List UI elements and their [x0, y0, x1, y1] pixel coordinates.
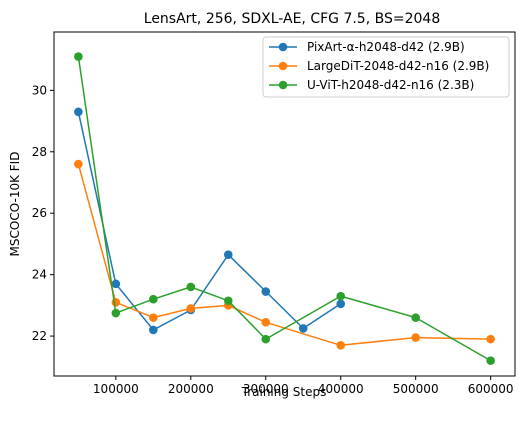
plot-area-frame	[53, 31, 516, 377]
y-tick-label: 24	[32, 268, 47, 282]
data-point	[186, 304, 196, 313]
data-point	[74, 107, 83, 117]
data-point	[149, 325, 158, 335]
y-tick-label: 22	[32, 329, 47, 343]
series-line	[77, 111, 342, 331]
series-group	[74, 159, 495, 350]
data-point	[186, 282, 196, 292]
data-point	[111, 279, 121, 289]
x-tick-label: 100000	[93, 382, 139, 396]
y-axis-label: MSCOCO-10K FID	[8, 152, 22, 257]
legend: PixArt-α-h2048-d42 (2.9B) LargeDiT-2048-d…	[262, 36, 510, 98]
y-tick-label: 26	[32, 206, 47, 220]
data-point	[261, 287, 271, 296]
x-tick-label: 600000	[468, 382, 514, 396]
data-point	[336, 340, 346, 350]
x-tick-label: 300000	[243, 382, 289, 396]
data-point	[411, 333, 420, 342]
legend-marker	[278, 80, 288, 90]
chart-title: LensArt, 256, SDXL-AE, CFG 7.5, BS=2048	[144, 11, 440, 27]
x-axis-ticks: 100000 200000 300000 400000 500000 600000	[93, 376, 514, 396]
data-point	[111, 297, 121, 307]
legend-label: LargeDiT-2048-d42-n16 (2.9B)	[307, 59, 489, 73]
data-point	[261, 317, 271, 327]
y-tick-label: 30	[32, 83, 47, 97]
y-axis-ticks: 22 24 26 28 30	[32, 83, 54, 343]
data-point	[223, 250, 233, 259]
series-line	[77, 163, 491, 347]
data-point	[261, 334, 271, 344]
series-layer	[74, 52, 495, 365]
data-point	[74, 159, 83, 169]
data-point	[149, 313, 158, 322]
legend-box	[262, 36, 510, 98]
data-point	[111, 308, 121, 318]
y-tick-label: 28	[32, 145, 47, 159]
data-point	[298, 324, 308, 333]
data-point	[336, 291, 346, 301]
data-point	[223, 296, 233, 306]
legend-marker	[278, 61, 288, 71]
legend-label: PixArt-α-h2048-d42 (2.9B)	[307, 40, 465, 54]
x-tick-label: 200000	[168, 382, 214, 396]
data-point	[336, 299, 346, 309]
legend-label: U-ViT-h2048-d42-n16 (2.3B)	[307, 78, 474, 92]
data-point	[149, 294, 158, 304]
x-tick-label: 400000	[318, 382, 364, 396]
data-point	[411, 313, 420, 322]
x-tick-label: 500000	[393, 382, 439, 396]
legend-marker	[278, 42, 288, 52]
data-point	[74, 52, 83, 61]
data-point	[486, 356, 495, 365]
data-point	[486, 334, 495, 344]
series-group	[74, 52, 495, 365]
x-axis-label: Training Steps	[241, 385, 327, 399]
